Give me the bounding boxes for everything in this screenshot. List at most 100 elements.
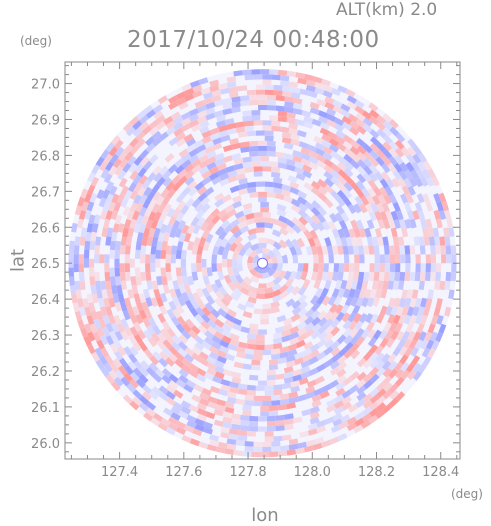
radar-cell [371, 194, 381, 206]
radar-cell [133, 223, 141, 234]
radar-cell [309, 416, 320, 425]
radar-cell [141, 236, 148, 247]
radar-cell [175, 138, 186, 148]
radar-cell [409, 314, 417, 325]
radar-cell [392, 201, 401, 212]
radar-cell [220, 219, 231, 230]
radar-cell [314, 87, 325, 95]
radar-cell [177, 219, 186, 230]
radar-cell [152, 373, 163, 383]
radar-cell [334, 236, 343, 247]
radar-cell [430, 245, 436, 255]
radar-cell [415, 254, 421, 264]
radar-cell [214, 365, 225, 374]
radar-cell [414, 271, 421, 282]
radar-cell [292, 416, 303, 424]
radar-cell [155, 258, 161, 268]
radar-cell [382, 403, 393, 414]
radar-cell [195, 209, 205, 220]
radar-cell [119, 263, 125, 273]
radar-cell [172, 207, 182, 218]
radar-cell [330, 340, 341, 351]
radar-cell [104, 263, 110, 273]
radar-cell [206, 150, 217, 159]
radar-cell [288, 443, 299, 451]
radar-cell [304, 214, 314, 225]
radar-cell [324, 325, 335, 335]
radar-cell [275, 373, 285, 380]
radar-cell [80, 327, 89, 338]
radar-cell [88, 214, 96, 225]
radar-cell [291, 285, 301, 296]
radar-cell [251, 364, 261, 371]
radar-cell [116, 193, 125, 204]
radar-cell [180, 406, 192, 415]
radar-cell [398, 170, 408, 181]
radar-cell [111, 381, 121, 392]
radar-cell [284, 423, 294, 431]
radar-cell [367, 336, 378, 348]
radar-cell [368, 352, 379, 363]
radar-cell [176, 241, 184, 251]
radar-cell [275, 414, 285, 421]
radar-cell [373, 271, 380, 282]
radar-cell [320, 78, 331, 87]
radar-cell [370, 313, 379, 324]
radar-cell [264, 390, 274, 396]
radar-cell [375, 149, 386, 160]
radar-cell [209, 434, 220, 442]
radar-cell [85, 231, 92, 242]
velocity-field [68, 69, 457, 458]
radar-cell [277, 69, 288, 76]
radar-cell [296, 237, 305, 248]
radar-cell [135, 202, 144, 213]
radar-cell [165, 254, 171, 264]
radar-cell [288, 396, 299, 404]
radar-cell [157, 203, 166, 214]
radar-cell [161, 368, 172, 378]
radar-cell [297, 222, 308, 233]
radar-cell [242, 110, 252, 117]
radar-cell [106, 289, 114, 299]
radar-cell [233, 70, 243, 77]
radar-cell [130, 276, 137, 286]
radar-cell [124, 297, 132, 308]
radar-cell [129, 378, 139, 389]
radar-cell [276, 314, 287, 323]
radar-cell [206, 444, 217, 452]
radar-cell [278, 270, 287, 280]
radar-cell [385, 337, 395, 349]
radar-cell [181, 329, 192, 340]
radar-cell [201, 135, 212, 145]
radar-cell [112, 293, 120, 304]
radar-cell [190, 299, 200, 310]
radar-cell [367, 328, 377, 339]
radar-cell [168, 416, 179, 426]
radar-cell [220, 213, 230, 223]
radar-cell [388, 397, 399, 408]
radar-cell [193, 384, 204, 393]
radar-cell [95, 156, 105, 167]
radar-cell [281, 184, 292, 192]
radar-cell [323, 164, 334, 174]
radar-cell [327, 220, 337, 231]
radar-cell [114, 214, 123, 225]
radar-cell [151, 386, 162, 396]
radar-cell [199, 120, 210, 129]
radar-cell [276, 254, 283, 264]
radar-cell [231, 142, 242, 150]
radar-cell [380, 289, 388, 299]
radar-cell [229, 333, 240, 342]
radar-cell [271, 446, 281, 452]
radar-cell [175, 249, 182, 259]
radar-cell [219, 178, 230, 187]
radar-cell [289, 325, 300, 335]
radar-cell [158, 165, 169, 176]
radar-cell [176, 275, 184, 286]
radar-cell [235, 346, 246, 354]
radar-cell [184, 176, 195, 186]
radar-cell [160, 188, 170, 199]
radar-cell [214, 371, 225, 380]
radar-cell [231, 101, 241, 108]
radar-cell [316, 425, 327, 434]
